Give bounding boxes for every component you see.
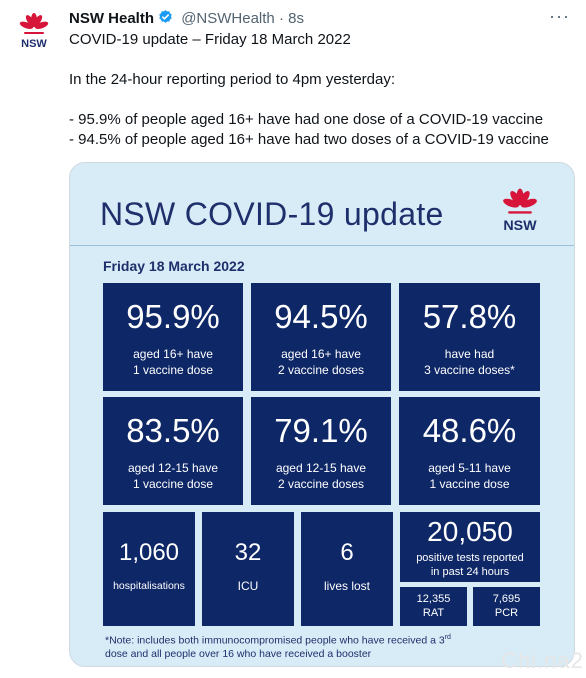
more-options-icon[interactable]: ··· bbox=[549, 6, 570, 26]
pcr-box: 7,695 PCR bbox=[473, 587, 540, 626]
stat-label: PCR bbox=[494, 607, 519, 619]
tweet-header: NSW Health @NSWHealth · 8s bbox=[69, 9, 304, 31]
waratah-logo-icon: NSW bbox=[19, 13, 49, 50]
stat-label: positive tests reported bbox=[416, 552, 524, 564]
positive-tests-box: 20,050 positive tests reported in past 2… bbox=[400, 512, 540, 582]
stat-value: 7,695 bbox=[492, 593, 521, 605]
stat-box: 83.5% aged 12-15 have 1 vaccine dose bbox=[103, 397, 243, 505]
stat-label: aged 12-15 have bbox=[127, 461, 219, 475]
tweet-line: COVID-19 update – Friday 18 March 2022 bbox=[69, 31, 351, 48]
stat-value: 57.8% bbox=[422, 298, 517, 335]
tweet-image-card[interactable]: NSW COVID-19 update NSW Friday 18 March … bbox=[69, 162, 575, 667]
stat-label: aged 5-11 have bbox=[428, 461, 511, 475]
tweet-line: - 95.9% of people aged 16+ have had one … bbox=[69, 111, 544, 128]
stat-value: 95.9% bbox=[126, 298, 220, 335]
stat-value: 94.5% bbox=[274, 298, 368, 335]
svg-text:NSW: NSW bbox=[21, 38, 47, 50]
icu-box: 32 ICU bbox=[202, 512, 294, 626]
stat-value: 83.5% bbox=[126, 412, 220, 449]
avatar[interactable]: NSW bbox=[14, 10, 54, 50]
stat-label: 3 vaccine doses* bbox=[424, 363, 515, 377]
stat-label: hospitalisations bbox=[113, 580, 185, 592]
waratah-logo-icon: NSW bbox=[503, 188, 537, 234]
stat-label: lives lost bbox=[323, 579, 370, 593]
stat-value: 32 bbox=[234, 539, 262, 566]
hospitalisations-box: 1,060 hospitalisations bbox=[103, 512, 195, 626]
separator-dot: · bbox=[278, 10, 284, 27]
stat-label: RAT bbox=[422, 607, 445, 619]
svg-text:NSW: NSW bbox=[503, 218, 537, 234]
stat-value: 6 bbox=[340, 539, 354, 566]
stat-label: aged 12-15 have bbox=[275, 461, 367, 475]
stat-label: ICU bbox=[237, 579, 259, 593]
timestamp[interactable]: 8s bbox=[288, 10, 304, 27]
stat-box: 48.6% aged 5-11 have 1 vaccine dose bbox=[399, 397, 540, 505]
tweet-text: COVID-19 update – Friday 18 March 2022 I… bbox=[69, 30, 569, 150]
tweet-line: In the 24-hour reporting period to 4pm y… bbox=[69, 71, 396, 88]
lives-lost-box: 6 lives lost bbox=[301, 512, 393, 626]
watermark: Chi.na2 bbox=[501, 648, 584, 673]
verified-badge-icon bbox=[157, 9, 174, 31]
stat-value: 79.1% bbox=[274, 412, 368, 449]
stat-box: 95.9% aged 16+ have 1 vaccine dose bbox=[103, 283, 243, 391]
stat-value: 12,355 bbox=[416, 593, 451, 605]
stat-label: have had bbox=[444, 347, 495, 361]
nsw-logo: NSW bbox=[496, 185, 544, 235]
footnote: *Note: includes both immunocompromised p… bbox=[105, 634, 451, 660]
stat-label: in past 24 hours bbox=[430, 566, 510, 578]
stat-box: 79.1% aged 12-15 have 2 vaccine doses bbox=[251, 397, 391, 505]
card-date: Friday 18 March 2022 bbox=[103, 258, 245, 274]
stat-label: 2 vaccine doses bbox=[277, 363, 365, 377]
stat-value: 1,060 bbox=[118, 539, 180, 566]
stat-label: 1 vaccine dose bbox=[132, 363, 214, 377]
stat-label: 2 vaccine doses bbox=[277, 477, 365, 491]
author-name[interactable]: NSW Health bbox=[69, 10, 155, 27]
stat-label: 1 vaccine dose bbox=[132, 477, 214, 491]
tweet-line: - 94.5% of people aged 16+ have had two … bbox=[69, 131, 549, 148]
stat-label: 1 vaccine dose bbox=[429, 477, 510, 491]
stat-label: aged 16+ have bbox=[133, 347, 213, 361]
card-title: NSW COVID-19 update bbox=[100, 196, 444, 232]
stat-value: 20,050 bbox=[427, 516, 513, 547]
card-divider bbox=[70, 245, 574, 246]
stat-box: 57.8% have had 3 vaccine doses* bbox=[399, 283, 540, 391]
author-handle[interactable]: @NSWHealth bbox=[181, 10, 275, 27]
stat-label: aged 16+ have bbox=[281, 347, 361, 361]
stat-value: 48.6% bbox=[422, 412, 517, 449]
stat-box: 94.5% aged 16+ have 2 vaccine doses bbox=[251, 283, 391, 391]
rat-box: 12,355 RAT bbox=[400, 587, 467, 626]
